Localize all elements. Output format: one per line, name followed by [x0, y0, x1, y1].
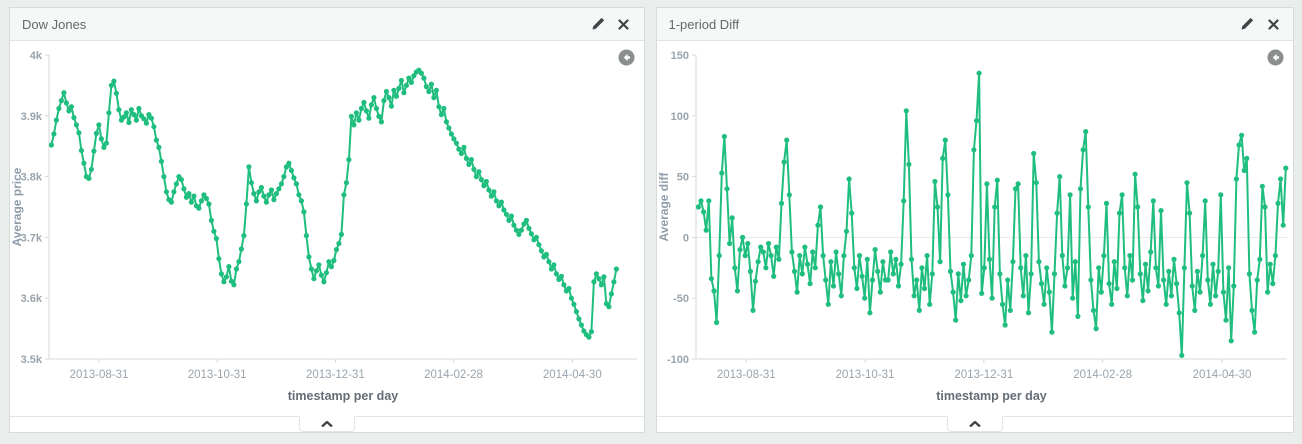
svg-text:3.8k: 3.8k: [21, 172, 43, 184]
close-icon[interactable]: [1265, 16, 1281, 32]
svg-text:3.5k: 3.5k: [21, 354, 43, 366]
svg-text:4k: 4k: [30, 50, 43, 62]
svg-text:2014-02-28: 2014-02-28: [424, 369, 483, 381]
chevron-up-icon[interactable]: [298, 416, 355, 432]
svg-text:3.9k: 3.9k: [21, 111, 43, 123]
chart-area[interactable]: 4k 3.9k 3.8k 3.7k 3.6k 3.5k 2013-08-31 2013-10-…: [10, 41, 644, 416]
panel-title: Dow Jones: [22, 16, 87, 32]
svg-text:0: 0: [682, 232, 688, 244]
svg-text:100: 100: [670, 111, 688, 123]
diff-chart[interactable]: 150 100 50 0 -50 -100 2013-08-31 2013-10-31 2013…: [657, 43, 1294, 423]
svg-text:Average diff: Average diff: [657, 172, 671, 242]
dashboard: Dow Jones 4k 3.9k 3.8k 3.7k 3.6k 3.5k 2013-08-…: [9, 7, 1294, 433]
svg-text:2014-04-30: 2014-04-30: [1192, 369, 1251, 381]
svg-text:2014-02-28: 2014-02-28: [1073, 369, 1132, 381]
svg-text:50: 50: [676, 172, 688, 184]
panel-header: 1-period Diff: [656, 8, 1293, 41]
panel-1-period-diff: 1-period Diff 150 100 50 0 -50 -100 2013-08-31…: [655, 7, 1294, 433]
svg-text:150: 150: [670, 50, 688, 62]
svg-text:2013-12-31: 2013-12-31: [306, 369, 365, 381]
dow-jones-chart[interactable]: 4k 3.9k 3.8k 3.7k 3.6k 3.5k 2013-08-31 2013-10-…: [10, 43, 644, 423]
svg-text:timestamp per day: timestamp per day: [288, 389, 399, 403]
panel-dow-jones: Dow Jones 4k 3.9k 3.8k 3.7k 3.6k 3.5k 2013-08-…: [9, 7, 645, 433]
svg-text:Average price: Average price: [10, 167, 24, 246]
panel-footer: [656, 416, 1293, 432]
svg-text:2013-10-31: 2013-10-31: [835, 369, 894, 381]
svg-text:2013-08-31: 2013-08-31: [70, 369, 129, 381]
svg-text:2013-12-31: 2013-12-31: [954, 369, 1013, 381]
close-icon[interactable]: [616, 16, 632, 32]
pencil-icon[interactable]: [590, 16, 606, 32]
svg-text:-100: -100: [666, 354, 688, 366]
chart-area[interactable]: 150 100 50 0 -50 -100 2013-08-31 2013-10-31 2013…: [656, 41, 1293, 416]
panel-title: 1-period Diff: [668, 16, 740, 32]
pencil-icon[interactable]: [1239, 16, 1255, 32]
svg-text:timestamp per day: timestamp per day: [936, 389, 1047, 403]
back-circle-icon[interactable]: [1267, 49, 1284, 66]
panel-footer: [10, 416, 644, 432]
svg-text:2013-08-31: 2013-08-31: [716, 369, 775, 381]
svg-text:3.7k: 3.7k: [21, 232, 43, 244]
chevron-up-icon[interactable]: [946, 416, 1003, 432]
panel-header: Dow Jones: [10, 8, 644, 41]
svg-text:2013-10-31: 2013-10-31: [188, 369, 247, 381]
back-circle-icon[interactable]: [618, 49, 635, 66]
svg-text:2014-04-30: 2014-04-30: [543, 369, 602, 381]
svg-text:-50: -50: [673, 293, 689, 305]
svg-text:3.6k: 3.6k: [21, 293, 43, 305]
